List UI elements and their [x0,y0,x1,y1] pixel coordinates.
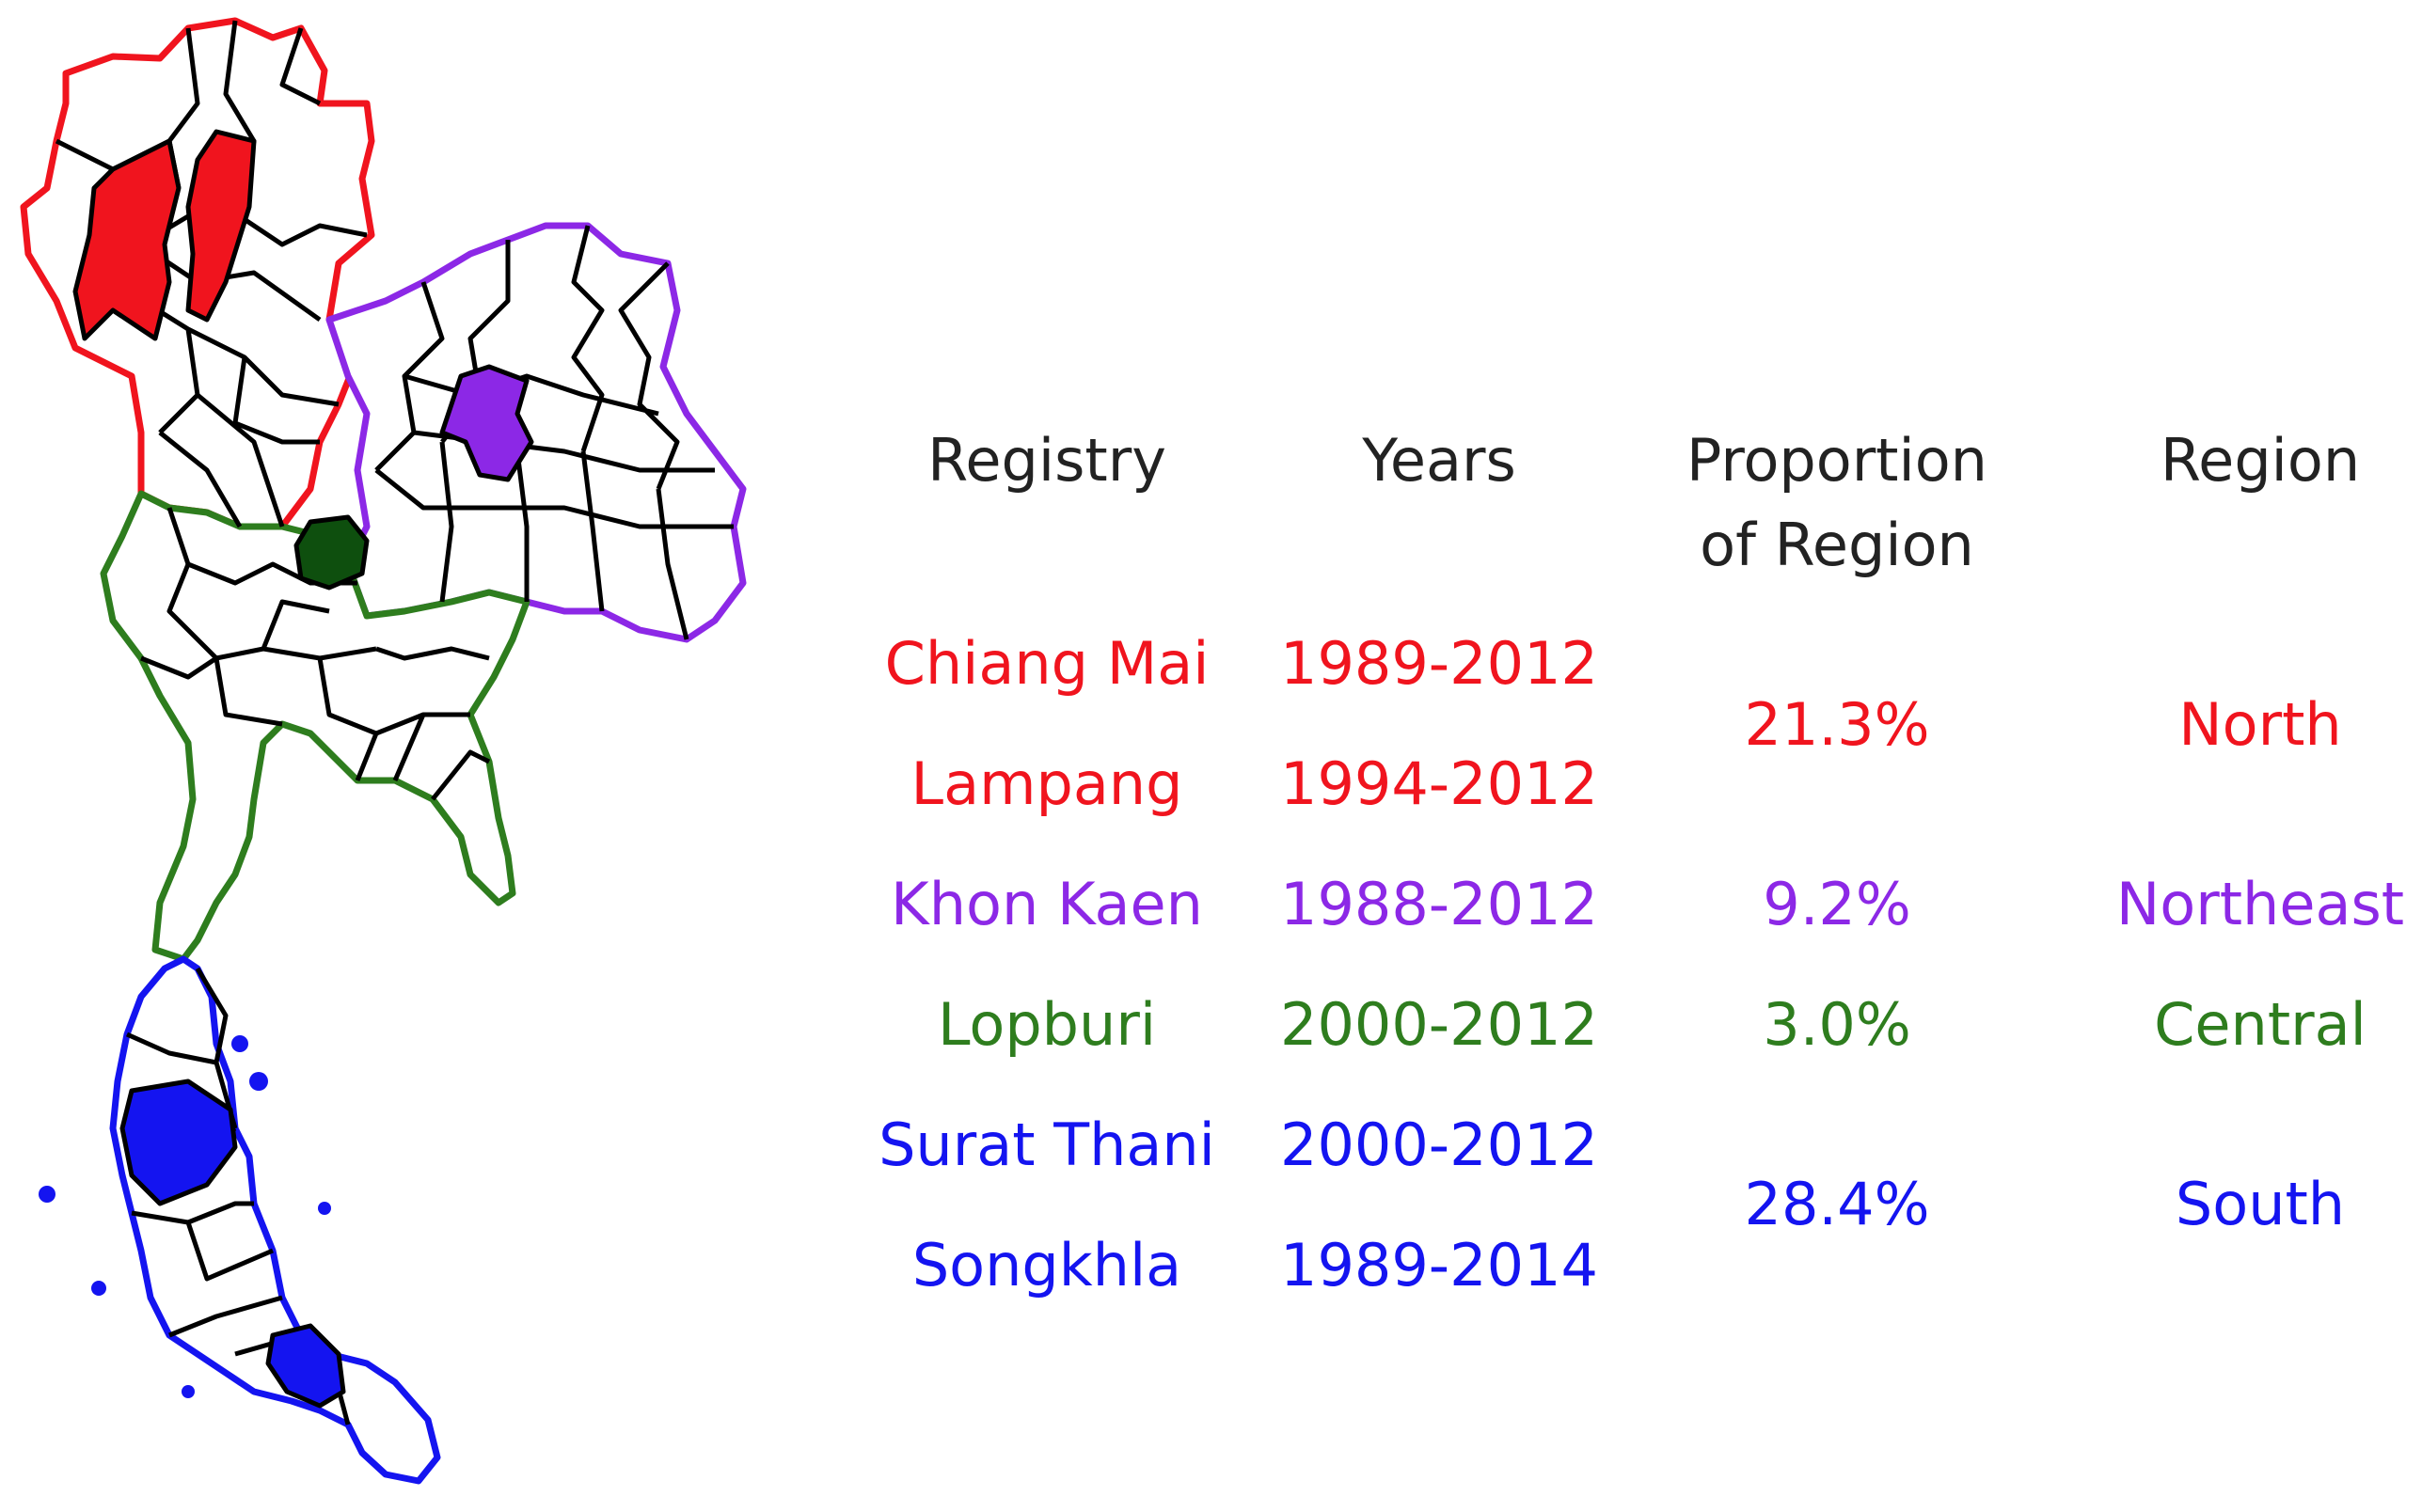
registry-years: 1989-2014 [1280,1231,1598,1299]
registry-years: 1989-2012 [1280,629,1598,698]
registry-name: Surat Thani [879,1110,1215,1179]
registry-name: Songkhla [911,1231,1182,1299]
header-years: Years [1362,426,1516,495]
region-proportion: 9.2% [1763,870,1911,938]
header-region: Region [2160,426,2361,495]
lopburi-province [293,514,370,591]
header-proportion-line2: of Region [1700,510,1974,579]
registry-name: Lampang [910,749,1183,818]
registry-years: 2000-2012 [1280,1110,1598,1179]
songkhla-province [265,1323,346,1409]
registry-years: 1994-2012 [1280,749,1598,818]
region-name: South [2175,1170,2346,1238]
island [231,1035,248,1052]
island [182,1385,195,1398]
region-proportion: 21.3% [1744,690,1930,759]
northeast-region [325,222,747,643]
registry-years: 2000-2012 [1280,990,1598,1059]
region-name: Northeast [2115,870,2405,938]
central-region [100,490,530,963]
region-proportion: 28.4% [1744,1170,1930,1238]
header-proportion-line1: Proportion [1686,426,1987,495]
surat-thani-province [119,1079,238,1206]
province-border [140,507,491,801]
registry-name: Khon Kaen [891,870,1203,938]
region-proportion: 3.0% [1763,990,1911,1059]
region-name: North [2178,690,2342,759]
island [91,1281,106,1296]
registry-name: Chiang Mai [884,629,1210,698]
registry-name: Lopburi [937,990,1157,1059]
header-registry: Registry [927,426,1166,495]
island [39,1186,55,1203]
region-name: Central [2154,990,2367,1059]
province-border [374,225,734,640]
header-proportion: Proportion of Region [1686,418,1987,588]
island [318,1202,331,1215]
registry-years: 1988-2012 [1280,870,1598,938]
island [249,1072,268,1091]
thailand-registry-map [20,17,747,1485]
khon-kaen-province [439,364,534,482]
chiang-mai-province [72,138,182,341]
lampang-province [185,129,257,323]
